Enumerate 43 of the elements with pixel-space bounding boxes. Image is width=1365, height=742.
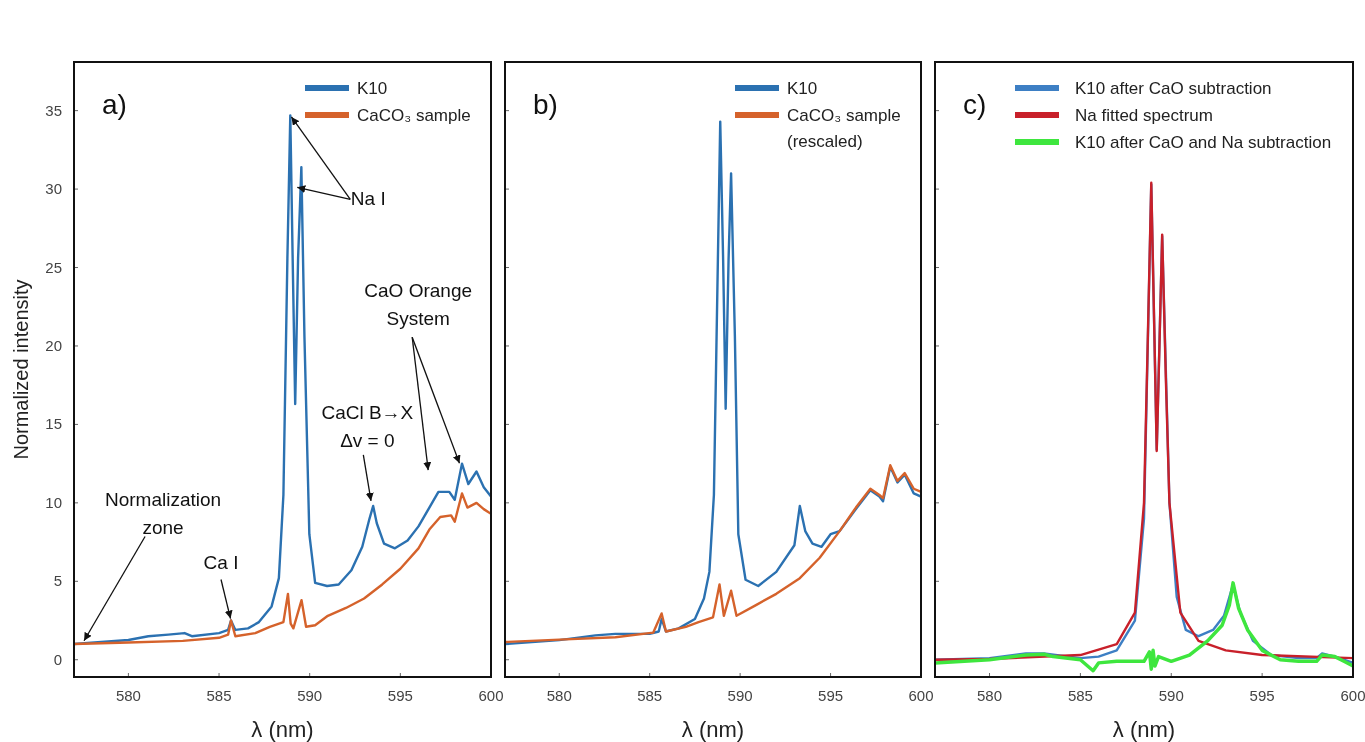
x-tick-label: 595 (387, 687, 413, 704)
x-tick-label: 600 (908, 687, 934, 704)
annotation: Na I (350, 188, 386, 210)
x-tick-label: 590 (297, 687, 323, 704)
legend-label: K10 after CaO subtraction (1075, 79, 1272, 98)
annotation: Normalization zone (104, 489, 222, 539)
legend-label: K10 after CaO and Na subtraction (1075, 133, 1332, 152)
line-series (74, 492, 491, 646)
text: c) (963, 89, 987, 120)
annotation: CaO Orange System (364, 280, 473, 330)
x-axis-title: λ (nm) (681, 717, 745, 742)
annotation: CaCl B→X Δv = 0 (321, 401, 414, 451)
text: a) (102, 89, 127, 120)
x-tick-label: 585 (1067, 687, 1093, 704)
y-tick-label: 35 (45, 101, 62, 119)
x-tick-label: 585 (637, 687, 663, 704)
x-tick-label: 580 (115, 687, 141, 704)
legend-label: CaCO₃ sample (rescaled) (787, 106, 901, 151)
x-tick-label: 600 (1340, 687, 1365, 704)
legend-label: K10 (357, 79, 388, 98)
x-tick-label: 585 (206, 687, 232, 704)
legend-label: K10 (787, 79, 818, 98)
text: b) (533, 89, 558, 120)
y-tick-label: 15 (45, 415, 62, 433)
y-tick-label: 10 (45, 493, 62, 511)
legend-label: Na fitted spectrum (1075, 106, 1213, 125)
y-tick-label: 30 (45, 180, 62, 198)
x-tick-label: 595 (1249, 687, 1275, 704)
annotation: Ca I (203, 551, 239, 573)
x-axis-title: λ (nm) (251, 717, 314, 742)
x-tick-label: 580 (546, 687, 572, 704)
x-tick-label: 600 (478, 687, 504, 704)
y-tick-label: 5 (53, 572, 62, 590)
x-tick-label: 590 (1158, 687, 1184, 704)
x-tick-label: 595 (818, 687, 844, 704)
y-axis-title: Normalized intensity (10, 279, 32, 460)
y-tick-label: 25 (45, 258, 62, 276)
x-tick-label: 590 (727, 687, 753, 704)
legend-label: CaCO₃ sample (357, 106, 471, 125)
y-tick-label: 0 (53, 650, 62, 668)
y-tick-label: 20 (45, 336, 62, 354)
x-tick-label: 580 (977, 687, 1003, 704)
x-axis-title: λ (nm) (1112, 717, 1176, 742)
